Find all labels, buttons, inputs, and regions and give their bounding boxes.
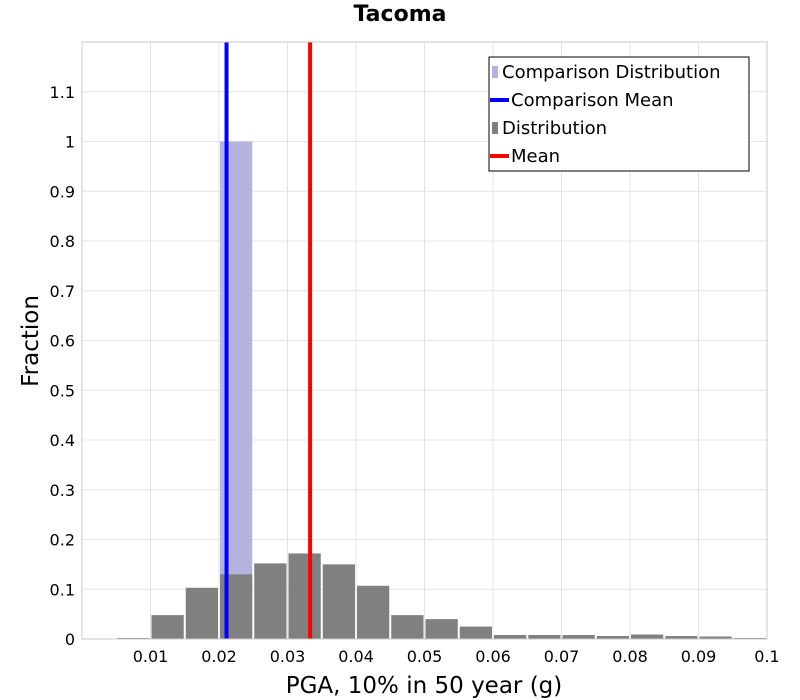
x-tick-label: 0.02 [201,647,237,666]
distribution-bar [631,634,664,639]
ticks: 0.01 0.02 0.03 0.04 0.05 0.06 0.07 0.08 0.09 0.1 0… [50,83,780,666]
y-tick-label: 0.1 [50,580,75,599]
y-tick-label: 0.5 [50,381,75,400]
plot-border [81,41,768,640]
legend-label: Distribution [502,118,607,139]
distribution-bar [528,635,561,639]
distribution-bar [699,636,732,639]
x-tick-label: 0.07 [544,647,580,666]
x-tick-label: 0.09 [681,647,717,666]
distribution-bar [151,615,184,639]
legend-label: Comparison Mean [511,90,674,111]
distribution-bar [596,636,629,639]
x-tick-label: 0.08 [612,647,648,666]
y-tick-label: 0.4 [50,431,75,450]
y-tick-label: 1.1 [50,83,75,102]
x-axis-title: PGA, 10% in 50 year (g) [286,673,563,699]
distribution-bar [562,635,595,639]
x-tick-label: 0.01 [133,647,169,666]
y-tick-label: 0.9 [50,182,75,201]
distribution-bar [391,615,424,639]
distribution-bar [425,619,458,639]
x-tick-label: 0.05 [407,647,443,666]
y-tick-label: 0.3 [50,481,75,500]
x-tick-label: 0.06 [475,647,511,666]
x-tick-label: 0.03 [270,647,306,666]
distribution-bar [665,636,698,639]
legend-swatch [492,66,498,78]
y-tick-label: 0.6 [50,332,75,351]
distribution-bar [357,585,390,639]
distribution-bar [494,635,527,639]
distribution-bar [322,564,355,639]
x-tick-label: 0.04 [338,647,374,666]
mean-lines [224,42,313,639]
legend-swatch [492,122,498,134]
y-tick-label: 1 [65,133,75,152]
distribution-bar [185,587,218,639]
x-tick-label: 0.1 [754,647,779,666]
legend-label: Comparison Distribution [502,62,721,83]
y-tick-label: 0.8 [50,232,75,251]
y-tick-label: 0.2 [50,531,75,550]
legend: Comparison Distribution Comparison Mean Di… [488,56,750,172]
legend-box [488,56,750,172]
distribution-bar [288,553,321,639]
distribution-bar [254,563,287,639]
chart-title: Tacoma [353,2,447,27]
y-tick-label: 0 [65,630,75,649]
y-tick-label: 0.7 [50,282,75,301]
distribution-bar [459,626,492,639]
y-axis-title: Fraction [18,295,44,387]
legend-label: Mean [511,146,560,167]
